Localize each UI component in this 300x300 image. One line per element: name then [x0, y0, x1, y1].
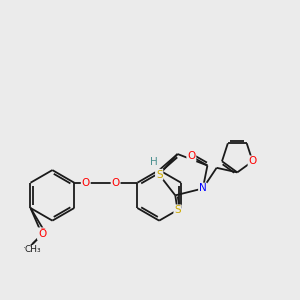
Text: S: S — [174, 205, 181, 215]
Text: S: S — [156, 170, 163, 180]
Text: N: N — [199, 184, 207, 194]
Text: O: O — [38, 228, 46, 238]
Text: O: O — [82, 178, 90, 188]
Text: CH₃: CH₃ — [25, 245, 41, 254]
Text: H: H — [150, 157, 157, 167]
Text: O: O — [112, 178, 120, 188]
Text: O: O — [248, 156, 257, 166]
Text: O: O — [187, 151, 196, 161]
Text: methoxy: methoxy — [24, 246, 30, 248]
Text: O: O — [38, 230, 46, 239]
